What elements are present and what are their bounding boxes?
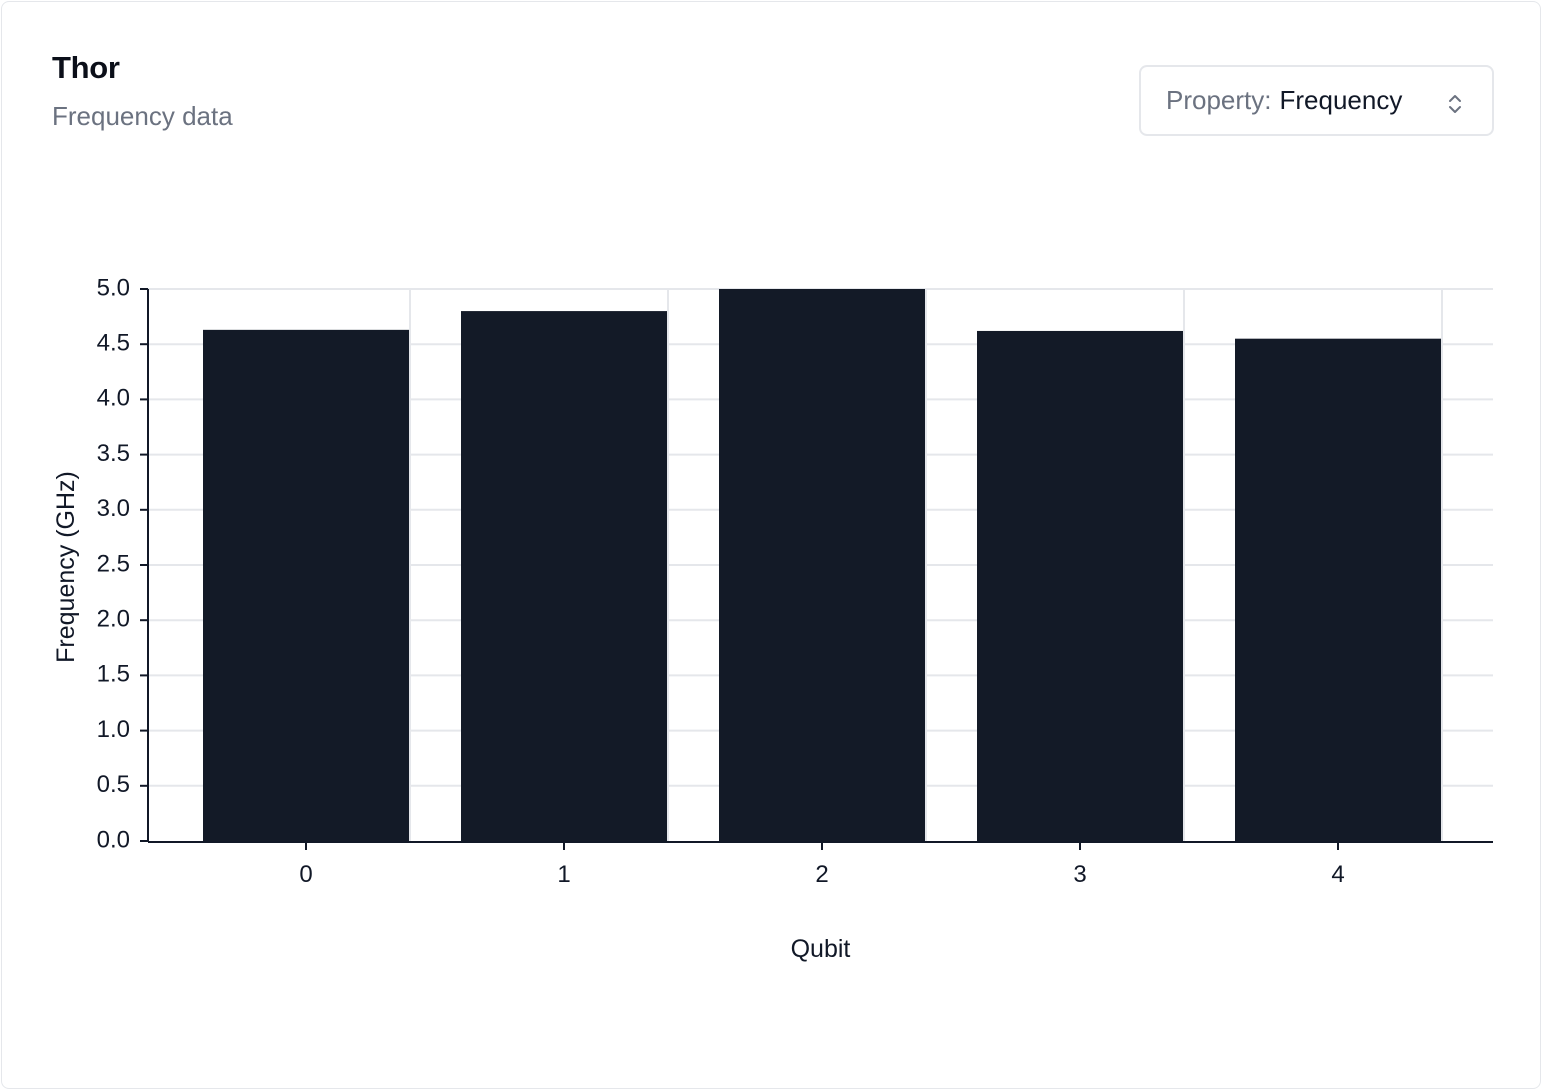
y-tick-label: 2.5 — [97, 550, 130, 577]
chevron-up-down-icon — [1448, 91, 1462, 122]
bar-qubit-2[interactable] — [719, 289, 925, 841]
x-tick-label: 3 — [1073, 861, 1086, 888]
bar-qubit-4[interactable] — [1235, 338, 1441, 841]
x-tick-label: 2 — [815, 861, 828, 888]
card-title: Thor — [52, 50, 120, 85]
y-tick-label: 4.0 — [97, 385, 130, 412]
y-tick-label: 0.0 — [97, 826, 130, 853]
y-tick-label: 4.5 — [97, 330, 130, 357]
y-tick-label: 5.0 — [97, 274, 130, 301]
x-tick-label: 4 — [1331, 861, 1344, 888]
x-axis-title: Qubit — [791, 935, 851, 963]
y-tick-label: 1.5 — [97, 661, 130, 688]
x-tick-label: 1 — [557, 861, 570, 888]
property-select-value: Frequency — [1279, 85, 1403, 115]
y-axis-title: Frequency (GHz) — [52, 471, 80, 663]
y-tick-label: 3.0 — [97, 495, 130, 522]
bar-qubit-1[interactable] — [461, 311, 667, 842]
bar-qubit-3[interactable] — [977, 330, 1183, 841]
x-tick-label: 0 — [299, 861, 312, 888]
y-tick-label: 2.0 — [97, 606, 130, 633]
bar-qubit-0[interactable] — [203, 329, 409, 841]
y-tick-label: 1.0 — [97, 716, 130, 743]
y-tick-label: 3.5 — [97, 440, 130, 467]
property-select-label: Property: — [1166, 85, 1272, 115]
y-tick-label: 0.5 — [97, 771, 130, 798]
card-subtitle: Frequency data — [52, 101, 233, 131]
property-select[interactable]: Property: Frequency — [1139, 65, 1494, 136]
